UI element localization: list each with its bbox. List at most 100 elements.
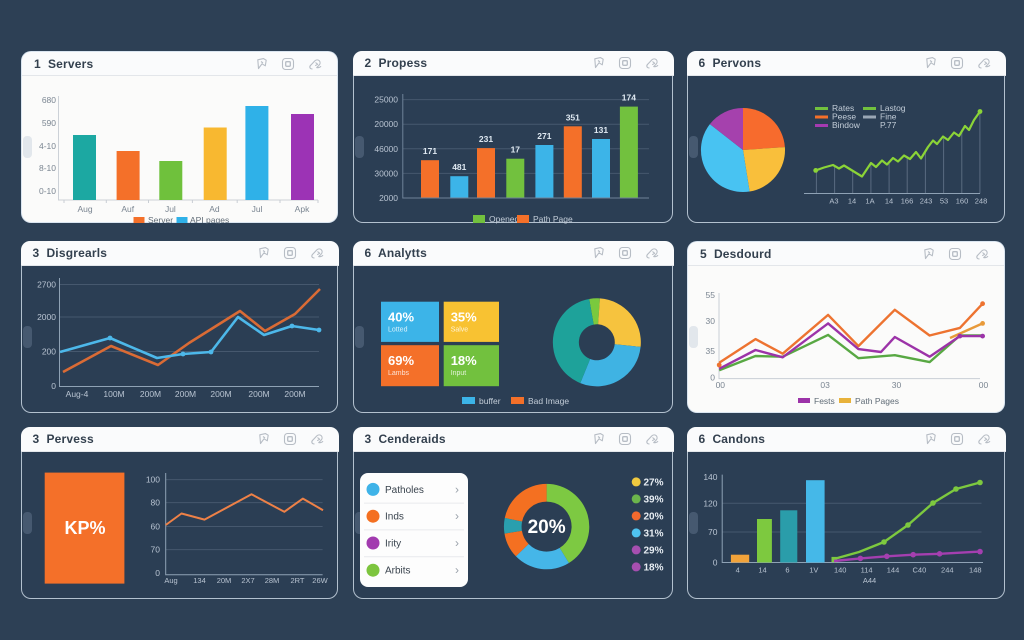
svg-text:144: 144 [887, 565, 900, 574]
svg-text:244: 244 [941, 565, 954, 574]
svg-text:0: 0 [51, 381, 56, 391]
svg-text:14: 14 [758, 565, 766, 574]
svg-text:351: 351 [566, 112, 580, 122]
svg-text:20M: 20M [217, 576, 232, 585]
svg-text:Aug: Aug [164, 576, 177, 585]
svg-text:18%: 18% [451, 353, 477, 368]
svg-text:60: 60 [151, 521, 161, 531]
svg-text:2700: 2700 [37, 279, 56, 289]
svg-text:31%: 31% [644, 528, 664, 539]
svg-text:114: 114 [861, 565, 873, 574]
svg-text:Input: Input [451, 370, 467, 377]
svg-text:35%: 35% [451, 309, 477, 324]
svg-text:Jul: Jul [165, 204, 176, 214]
svg-text:53: 53 [940, 196, 948, 205]
svg-text:140: 140 [834, 565, 847, 574]
svg-text:1A: 1A [865, 196, 874, 205]
svg-text:55: 55 [706, 290, 716, 300]
svg-text:›: › [455, 563, 459, 577]
svg-text:2X7: 2X7 [241, 576, 254, 585]
svg-text:6: 6 [785, 565, 789, 574]
svg-text:0: 0 [710, 373, 715, 383]
svg-text:2RT: 2RT [290, 576, 304, 585]
svg-text:Aug: Aug [77, 204, 92, 214]
svg-text:17: 17 [511, 144, 521, 154]
svg-text:200M: 200M [248, 389, 269, 399]
svg-text:Jul: Jul [252, 204, 263, 214]
svg-text:243: 243 [920, 196, 933, 205]
svg-text:00: 00 [979, 380, 989, 390]
svg-text:590: 590 [42, 118, 56, 128]
svg-text:Path Page: Path Page [533, 214, 573, 224]
svg-text:200: 200 [42, 346, 56, 356]
svg-text:200M: 200M [284, 389, 305, 399]
svg-text:P.77: P.77 [880, 120, 897, 130]
svg-text:Patholes: Patholes [385, 484, 424, 495]
svg-text:03: 03 [820, 380, 830, 390]
svg-text:2000: 2000 [37, 312, 56, 322]
svg-text:Bindow: Bindow [832, 120, 861, 130]
svg-text:Inds: Inds [385, 511, 404, 522]
svg-text:140: 140 [703, 472, 717, 482]
svg-text:›: › [455, 482, 459, 496]
svg-text:171: 171 [423, 146, 437, 156]
svg-text:8-10: 8-10 [39, 163, 56, 173]
svg-text:1V: 1V [809, 565, 818, 574]
svg-text:4-10: 4-10 [39, 141, 56, 151]
svg-text:Peese: Peese [832, 111, 856, 121]
svg-text:›: › [455, 536, 459, 550]
svg-text:30: 30 [892, 380, 902, 390]
svg-text:buffer: buffer [479, 396, 501, 406]
svg-text:0: 0 [155, 568, 160, 578]
svg-text:Lambs: Lambs [388, 370, 410, 377]
svg-text:18%: 18% [644, 562, 664, 573]
svg-text:30: 30 [706, 316, 716, 326]
svg-text:174: 174 [622, 92, 636, 102]
svg-text:API pages: API pages [190, 215, 229, 224]
svg-text:160: 160 [956, 196, 969, 205]
svg-text:200M: 200M [140, 389, 161, 399]
svg-text:30000: 30000 [374, 168, 398, 178]
svg-text:200M: 200M [210, 389, 231, 399]
svg-text:14: 14 [848, 196, 856, 205]
svg-text:148: 148 [969, 565, 982, 574]
svg-text:166: 166 [901, 196, 914, 205]
svg-text:39%: 39% [644, 494, 664, 505]
svg-text:20000: 20000 [374, 119, 398, 129]
svg-text:A3: A3 [829, 196, 838, 205]
svg-text:70: 70 [151, 544, 161, 554]
svg-text:0: 0 [713, 557, 718, 567]
svg-text:›: › [455, 509, 459, 523]
svg-text:C40: C40 [913, 565, 927, 574]
svg-text:271: 271 [537, 131, 551, 141]
svg-text:69%: 69% [388, 353, 414, 368]
svg-text:Lotted: Lotted [388, 326, 408, 333]
svg-text:2000: 2000 [379, 193, 398, 203]
svg-text:20%: 20% [528, 517, 566, 538]
svg-text:00: 00 [716, 380, 726, 390]
svg-text:Aug-4: Aug-4 [66, 389, 89, 399]
svg-text:20%: 20% [644, 511, 664, 522]
svg-text:248: 248 [975, 196, 988, 205]
svg-text:Apk: Apk [295, 204, 310, 214]
svg-text:134: 134 [193, 576, 206, 585]
svg-text:4: 4 [736, 565, 740, 574]
svg-text:Arbits: Arbits [385, 565, 411, 576]
svg-text:Fine: Fine [880, 111, 897, 121]
svg-text:120: 120 [703, 498, 717, 508]
svg-text:28M: 28M [265, 576, 280, 585]
svg-text:Lastog: Lastog [880, 103, 906, 113]
svg-text:Path Pages: Path Pages [855, 396, 899, 406]
svg-text:0-10: 0-10 [39, 186, 56, 196]
svg-text:680: 680 [42, 95, 56, 105]
svg-text:40%: 40% [388, 309, 414, 324]
svg-text:Bad Image: Bad Image [528, 396, 569, 406]
svg-text:231: 231 [479, 134, 493, 144]
svg-text:200M: 200M [175, 389, 196, 399]
svg-text:80: 80 [151, 497, 161, 507]
svg-text:14: 14 [885, 196, 893, 205]
svg-text:25000: 25000 [374, 94, 398, 104]
svg-text:Rates: Rates [832, 103, 854, 113]
svg-text:KP%: KP% [64, 518, 105, 538]
svg-text:70: 70 [708, 527, 718, 537]
